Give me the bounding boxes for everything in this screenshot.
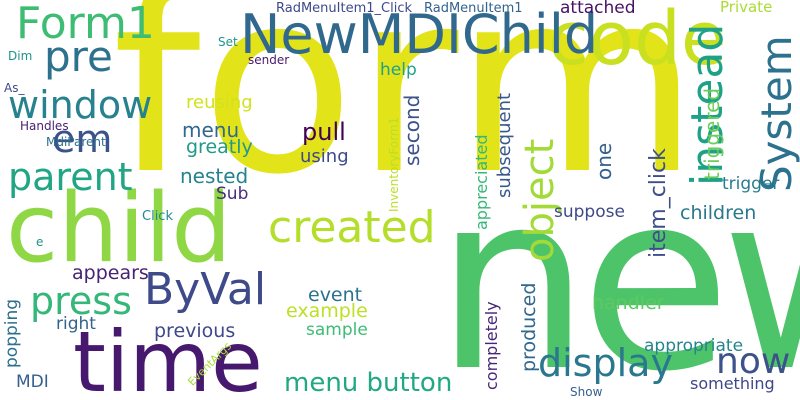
word-radmenuitem1: RadMenuItem1 xyxy=(424,1,523,16)
word-suppose: suppose xyxy=(554,202,625,222)
word-sub: Sub xyxy=(216,184,249,204)
word-appropriate: appropriate xyxy=(644,336,744,356)
word-nested: nested xyxy=(180,164,249,188)
word-parent: parent xyxy=(8,155,133,199)
word-handler: handler xyxy=(592,292,665,314)
word-menu: menu xyxy=(182,118,240,142)
word-time: time xyxy=(73,313,263,400)
word-children: children xyxy=(680,202,757,224)
word-subsequent: subsequent xyxy=(494,92,515,198)
word-as: As_ xyxy=(4,81,25,95)
word-reusing: reusing xyxy=(186,92,253,113)
word-now: now xyxy=(716,341,791,382)
word-window: window xyxy=(8,83,153,127)
word-second: second xyxy=(400,94,424,166)
word-appreciated: appreciated xyxy=(472,134,491,230)
word-handles: Handles xyxy=(20,119,69,133)
word-something: something xyxy=(690,374,775,393)
word-form: form xyxy=(112,0,700,230)
word-byval: ByVal xyxy=(144,264,267,315)
word-menu-button: menu button xyxy=(284,368,453,398)
word-newmdichild: NewMDIChild xyxy=(240,3,599,66)
word-click: Click xyxy=(142,209,173,224)
word-completely: completely xyxy=(482,301,501,390)
word-system: System xyxy=(752,35,800,192)
word-one: one xyxy=(592,142,616,180)
word-produced: produced xyxy=(518,282,540,372)
word-using: using xyxy=(300,146,349,167)
word-dim: Dim xyxy=(8,49,33,63)
word-new: new xyxy=(435,140,800,400)
word-sample: sample xyxy=(306,320,368,340)
word-e: e xyxy=(36,235,44,249)
word-mdiparent: MdiParent xyxy=(46,135,106,149)
word-object: object xyxy=(517,138,563,262)
word-child: child xyxy=(6,174,232,284)
word-em: em xyxy=(52,117,113,161)
word-sender: sender xyxy=(248,53,290,67)
word-triggered: triggered xyxy=(700,87,724,180)
word-popping: popping xyxy=(2,298,22,368)
word-private: Private xyxy=(720,0,773,16)
word-help: help xyxy=(380,60,417,80)
word-event: event xyxy=(308,284,363,306)
word-form1: Form1 xyxy=(16,0,155,49)
word-example: example xyxy=(286,300,368,322)
word-press: press xyxy=(30,279,132,323)
word-appears: appears xyxy=(72,262,149,284)
word-created: created xyxy=(268,202,436,253)
word-trigger: trigger xyxy=(722,174,780,194)
word-inventoryform1: InventoryForm1 xyxy=(387,116,401,212)
word-pull: pull xyxy=(302,118,346,146)
word-show: Show xyxy=(570,385,603,399)
word-item-click: item_click xyxy=(646,148,671,258)
word-pre: pre xyxy=(44,32,113,81)
word-previous: previous xyxy=(154,320,236,342)
word-mdi: MDI xyxy=(16,372,49,392)
word-set: Set xyxy=(218,35,238,49)
word-display: display xyxy=(538,341,673,385)
word-radmenuitem1-click: RadMenuItem1_Click xyxy=(276,1,412,16)
word-right: right xyxy=(56,314,96,334)
word-greatly: greatly xyxy=(186,136,253,158)
word-code: code xyxy=(548,0,727,82)
word-attached: attached xyxy=(560,0,636,18)
